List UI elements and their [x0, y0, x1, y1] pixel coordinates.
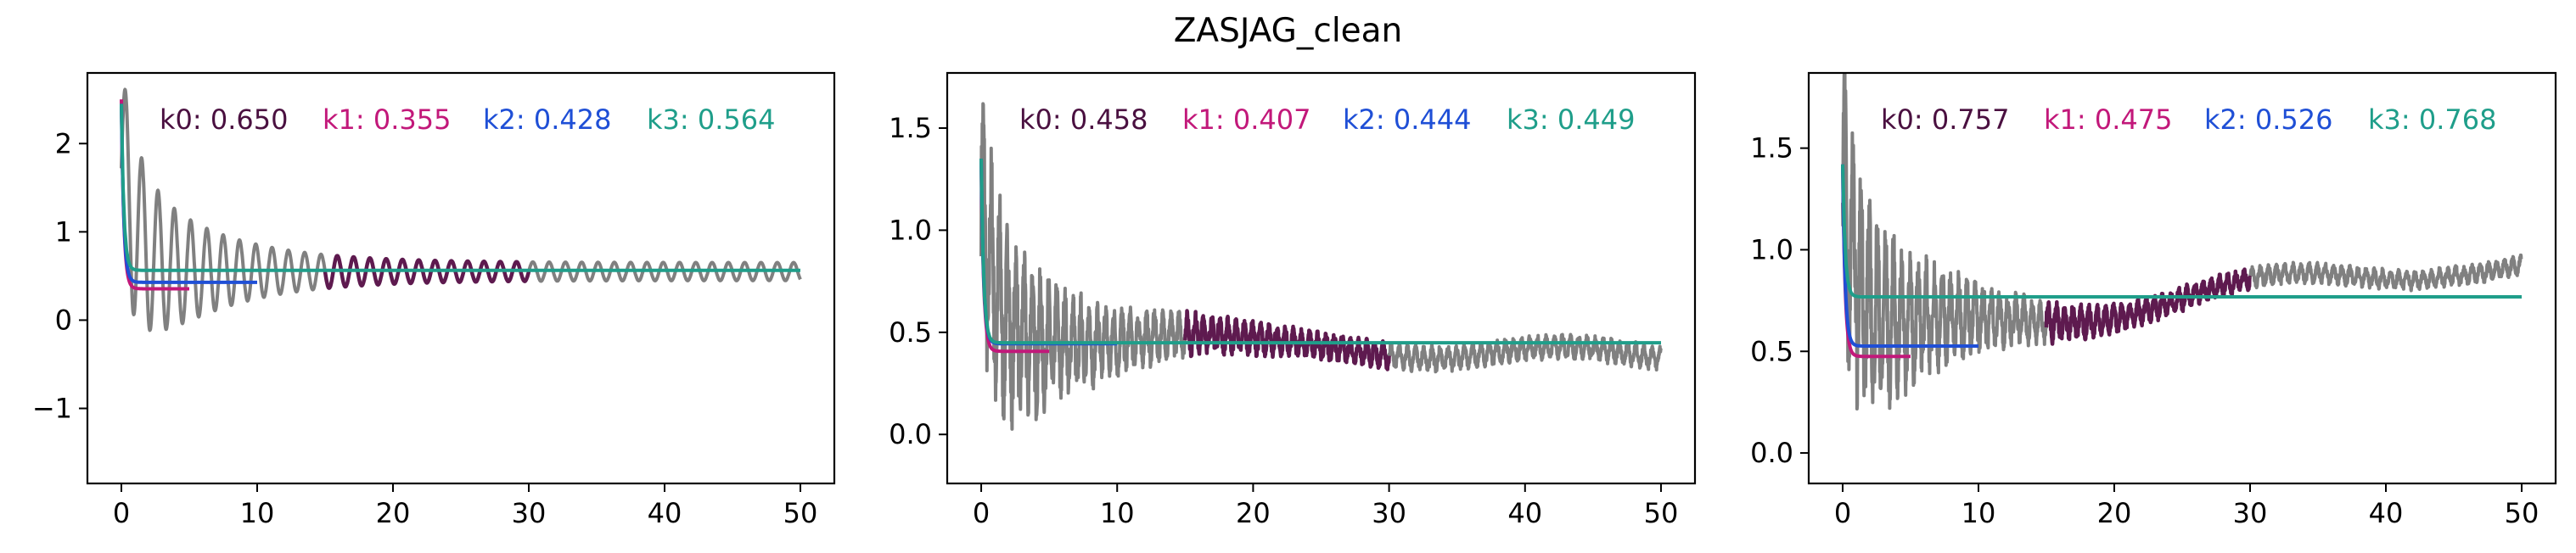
fit-k2-line	[120, 103, 257, 284]
plot-area	[1841, 73, 2523, 411]
highlighted-window	[323, 254, 531, 290]
y-tick-label: 1.5	[889, 112, 932, 144]
signal-series	[979, 102, 1663, 431]
axes-frame	[1807, 71, 2557, 485]
x-tick-label: 40	[2369, 497, 2404, 529]
y-tick-label: 1	[55, 215, 72, 248]
x-tick-label: 20	[1236, 497, 1271, 529]
x-tick-label: 40	[1507, 497, 1542, 529]
axes-frame	[946, 71, 1697, 485]
subplot-2: 0 10 20 30 40 50 0.0 0.5 1.0 1.5 k0: 0.458 k1: 0.40…	[889, 71, 1697, 529]
annotation-k2: k2: 0.428	[483, 103, 611, 136]
y-tick-label: 0.5	[1750, 335, 1793, 367]
fit-k1-line	[979, 159, 1050, 354]
annotation-k2: k2: 0.526	[2204, 103, 2332, 136]
y-tick-label: 1.0	[1750, 233, 1793, 265]
y-tick-label: 0.0	[1750, 437, 1793, 469]
x-tick-label: 30	[512, 497, 547, 529]
annotation-k0: k0: 0.650	[160, 103, 288, 136]
figure-title: ZASJAG_clean	[1173, 12, 1403, 50]
y-tick-label: 2	[55, 127, 72, 159]
x-tick-label: 20	[376, 497, 411, 529]
subplot-3: 0 10 20 30 40 50 0.0 0.5 1.0 1.5 k0: 0.757 k1: 0.47…	[1750, 71, 2557, 529]
highlighted-window	[1183, 309, 1391, 371]
plot-area	[979, 102, 1663, 431]
annotation-k3: k3: 0.564	[647, 103, 775, 136]
x-tick-label: 0	[973, 497, 990, 529]
y-tick-label: 0.5	[889, 316, 932, 349]
annotation-k1: k1: 0.407	[1182, 103, 1310, 136]
axes-frame	[86, 71, 836, 485]
annotation-k0: k0: 0.757	[1881, 103, 2009, 136]
fit-k2-line	[1841, 164, 1978, 348]
x-tick-label: 10	[1961, 497, 1996, 529]
x-tick-label: 20	[2097, 497, 2132, 529]
x-tick-label: 50	[783, 497, 818, 529]
fit-k1-line	[1841, 164, 1911, 359]
annotation-k3: k3: 0.768	[2368, 103, 2496, 136]
y-tick-label: 0.0	[889, 418, 932, 450]
fit-k3-line	[979, 159, 1661, 345]
y-tick-label: 1.0	[889, 214, 932, 246]
y-tick-label: 0	[55, 304, 72, 336]
x-tick-label: 30	[2233, 497, 2268, 529]
fit-k1-line	[120, 99, 189, 291]
y-tick-label: 1.5	[1750, 132, 1793, 165]
x-tick-label: 40	[648, 497, 682, 529]
fit-k3-line	[120, 103, 800, 272]
subplot-1: 0 10 20 30 40 50 −1 0 1 2 k0: 0.650 k1: 0.355 k2: 0.…	[32, 71, 836, 529]
x-tick-label: 0	[1834, 497, 1851, 529]
plot-area	[120, 87, 802, 332]
y-tick-label: −1	[32, 393, 72, 425]
x-tick-label: 0	[113, 497, 130, 529]
annotation-k2: k2: 0.444	[1343, 103, 1471, 136]
annotation-k1: k1: 0.475	[2044, 103, 2172, 136]
annotation-k3: k3: 0.449	[1507, 103, 1635, 136]
annotation-k1: k1: 0.355	[323, 103, 451, 136]
fit-k3-line	[1841, 164, 2522, 299]
x-tick-label: 50	[1644, 497, 1679, 529]
x-tick-label: 10	[1100, 497, 1135, 529]
x-tick-label: 30	[1372, 497, 1406, 529]
annotation-k0: k0: 0.458	[1019, 103, 1148, 136]
x-tick-label: 50	[2505, 497, 2540, 529]
highlighted-window	[2044, 267, 2252, 346]
x-tick-label: 10	[240, 497, 275, 529]
